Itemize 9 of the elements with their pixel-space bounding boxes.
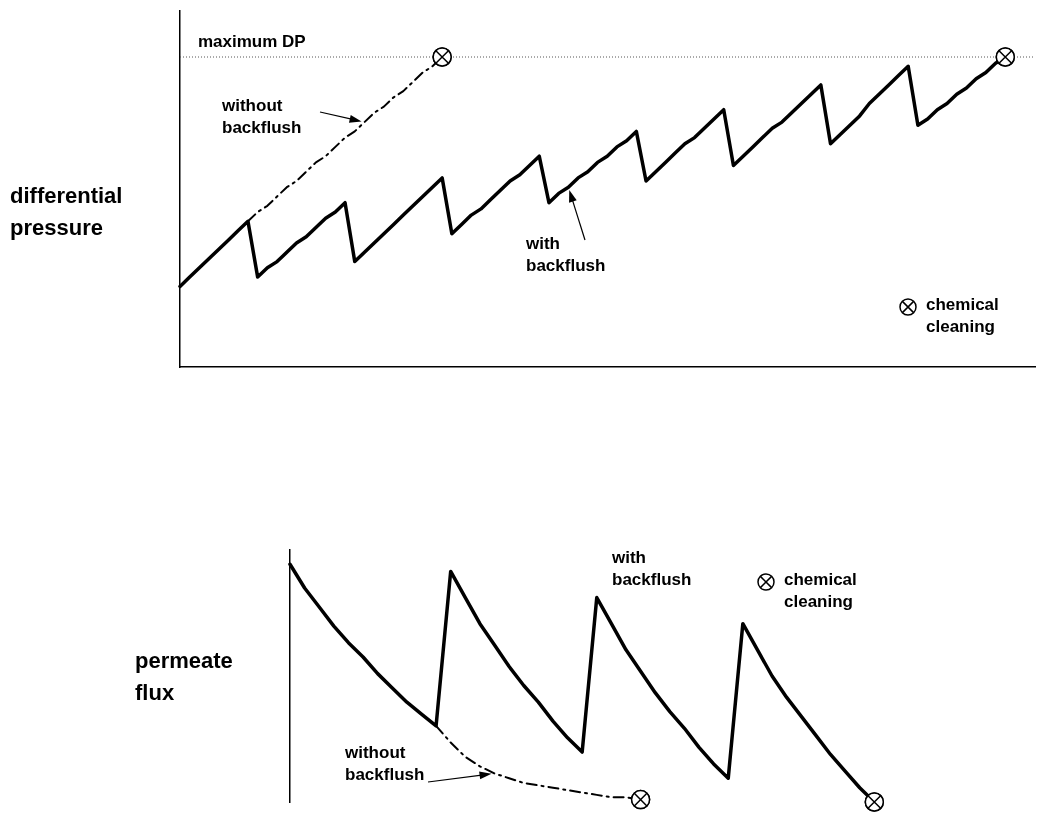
y-axis-title: permeate flux	[135, 647, 234, 707]
series-label: with backflush	[611, 548, 692, 590]
ref-line-label: maximum DP	[198, 32, 306, 52]
y-axis-title: differential pressure	[10, 182, 124, 242]
legend-label: chemical cleaning	[784, 570, 857, 612]
text: with backflush	[525, 234, 606, 276]
series-label: without backflush	[221, 96, 302, 138]
series-label: without backflush	[344, 743, 425, 785]
legend-label: chemical cleaning	[926, 295, 999, 337]
